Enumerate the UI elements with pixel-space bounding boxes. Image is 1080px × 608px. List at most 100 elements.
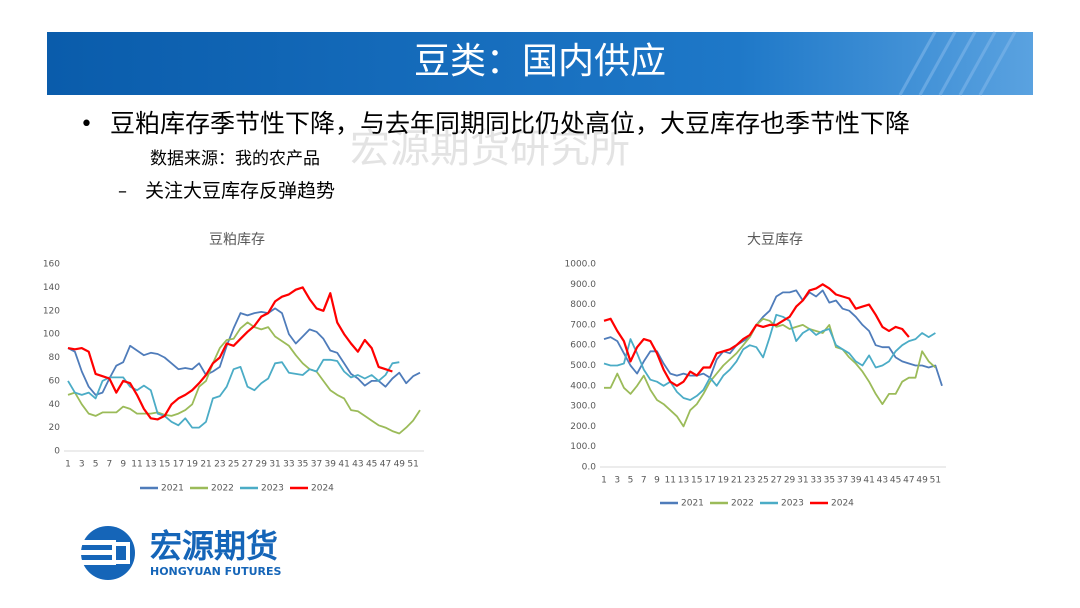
x-tick-label: 3 [614,476,620,486]
legend-label: 2023 [261,484,284,494]
x-tick-label: 9 [654,476,660,486]
x-tick-label: 29 [256,460,268,470]
x-tick-label: 31 [269,460,280,470]
legend-label: 2021 [161,484,184,494]
series-line [603,283,910,387]
x-tick-label: 27 [242,460,253,470]
logo-english: HONGYUAN FUTURES [150,565,282,578]
legend-label: 2024 [831,499,854,509]
x-tick-label: 13 [678,476,689,486]
y-tick-label: 300.0 [570,402,596,412]
x-tick-label: 7 [107,460,113,470]
y-tick-label: 40 [49,400,61,410]
data-source: 数据来源：我的农产品 [150,149,320,169]
legend-label: 2023 [781,499,804,509]
y-tick-label: 200.0 [570,422,596,432]
x-tick-label: 1 [601,476,607,486]
x-tick-label: 25 [757,476,768,486]
y-tick-label: 0.0 [582,463,597,473]
series-line [67,307,421,396]
sub-bullet-dash: – [118,181,127,202]
series-line [67,286,393,421]
y-tick-label: 80 [49,353,61,363]
y-tick-label: 1000.0 [565,260,597,270]
chart-title: 大豆库存 [747,232,803,248]
x-tick-label: 23 [744,476,755,486]
x-tick-label: 23 [214,460,225,470]
bullet-text: 豆粕库存季节性下降，与去年同期同比仍处高位，大豆库存也季节性下降 [110,109,911,138]
x-tick-label: 43 [352,460,363,470]
x-tick-label: 19 [718,476,730,486]
y-tick-label: 160 [43,260,60,270]
x-tick-label: 5 [628,476,634,486]
y-tick-label: 600.0 [570,341,596,351]
series-line [603,313,936,401]
chart-title: 豆粕库存 [209,232,265,248]
legend-label: 2024 [311,484,334,494]
x-tick-label: 39 [850,476,862,486]
x-tick-label: 33 [810,476,821,486]
x-tick-label: 11 [665,476,676,486]
x-tick-label: 3 [79,460,85,470]
x-tick-label: 17 [704,476,715,486]
x-tick-label: 35 [297,460,308,470]
x-tick-label: 45 [366,460,377,470]
logo-icon [74,526,135,580]
x-tick-label: 41 [338,460,349,470]
x-tick-label: 49 [394,460,406,470]
sub-bullet: 关注大豆库存反弹趋势 [145,180,335,202]
header-stripes [898,31,1017,96]
x-tick-label: 47 [903,476,914,486]
y-tick-label: 500.0 [570,361,596,371]
x-tick-label: 37 [311,460,322,470]
y-tick-label: 100 [43,330,60,340]
x-tick-label: 49 [916,476,928,486]
y-tick-label: 800.0 [570,300,596,310]
series-line [603,289,943,387]
x-tick-label: 37 [837,476,848,486]
y-tick-label: 400.0 [570,381,596,391]
bullet: 豆粕库存季节性下降，与去年同期同比仍处高位，大豆库存也季节性下降数据来源：我的农… [110,108,910,175]
x-tick-label: 35 [824,476,835,486]
x-tick-label: 31 [797,476,808,486]
y-tick-label: 700.0 [570,320,596,330]
x-tick-label: 27 [771,476,782,486]
x-tick-label: 25 [228,460,239,470]
y-tick-label: 120 [43,306,60,316]
x-tick-label: 47 [380,460,391,470]
x-tick-label: 7 [641,476,647,486]
x-tick-label: 45 [890,476,901,486]
series-line [67,358,400,429]
x-tick-label: 39 [325,460,337,470]
x-tick-label: 33 [283,460,294,470]
x-tick-label: 13 [145,460,156,470]
legend-label: 2022 [731,499,754,509]
series-line [604,317,937,428]
y-tick-label: 0 [54,447,60,457]
series-line [67,321,421,435]
x-tick-label: 29 [784,476,796,486]
x-tick-label: 19 [187,460,199,470]
x-tick-label: 15 [691,476,702,486]
x-tick-label: 5 [93,460,99,470]
x-tick-label: 41 [863,476,874,486]
slide-title: 豆类：国内供应 [414,41,666,82]
watermark: 宏源期货研究所 [350,126,630,172]
x-tick-label: 51 [930,476,941,486]
legend-label: 2022 [211,484,234,494]
x-tick-label: 15 [159,460,170,470]
y-tick-label: 60 [49,376,61,386]
x-tick-label: 21 [200,460,211,470]
x-tick-label: 51 [407,460,418,470]
bullet-dot: • [80,112,93,137]
header-banner [47,32,1033,95]
y-tick-label: 900.0 [570,280,596,290]
x-tick-label: 1 [65,460,71,470]
y-tick-label: 100.0 [570,442,596,452]
x-tick-label: 9 [120,460,126,470]
x-tick-label: 43 [877,476,888,486]
logo-name: 宏源期货 [150,527,278,565]
x-tick-label: 11 [131,460,142,470]
